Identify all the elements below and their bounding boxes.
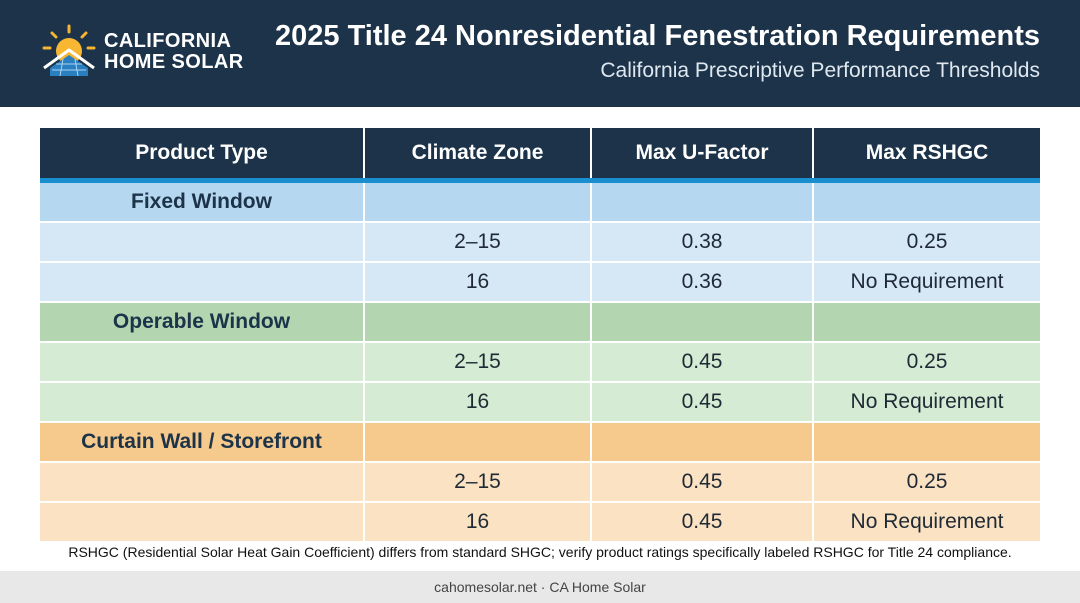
brand-line-2: HOME SOLAR <box>104 51 244 73</box>
table-row: 16 0.36 No Requirement <box>40 262 1040 303</box>
climate-zone-cell: 16 <box>364 502 592 543</box>
u-factor-cell: 0.45 <box>591 462 814 503</box>
page-subtitle: California Prescriptive Performance Thre… <box>600 59 1040 82</box>
column-header-max-rshgc: Max RSHGC <box>813 128 1040 183</box>
column-header-climate-zone: Climate Zone <box>364 128 592 183</box>
group-label: Curtain Wall / Storefront <box>40 422 365 463</box>
u-factor-cell: 0.38 <box>591 222 814 263</box>
brand-name: CALIFORNIA HOME SOLAR <box>104 31 244 73</box>
u-factor-cell: 0.45 <box>591 502 814 543</box>
column-header-max-u-factor: Max U-Factor <box>591 128 814 183</box>
table-row: 2–15 0.45 0.25 <box>40 342 1040 383</box>
climate-zone-cell: 2–15 <box>364 462 592 503</box>
table-row: 16 0.45 No Requirement <box>40 382 1040 423</box>
group-row-curtain-wall-storefront: Curtain Wall / Storefront <box>40 422 1040 463</box>
sun-house-solar-panel-icon <box>42 24 96 77</box>
climate-zone-cell: 16 <box>364 382 592 423</box>
group-label: Operable Window <box>40 302 365 343</box>
climate-zone-cell: 2–15 <box>364 342 592 383</box>
rshgc-cell: 0.25 <box>813 462 1040 503</box>
column-header-product-type: Product Type <box>40 128 365 183</box>
table-row: 16 0.45 No Requirement <box>40 502 1040 543</box>
rshgc-cell: No Requirement <box>813 262 1040 303</box>
u-factor-cell: 0.36 <box>591 262 814 303</box>
page-title: 2025 Title 24 Nonresidential Fenestratio… <box>275 20 1040 52</box>
rshgc-cell: No Requirement <box>813 502 1040 543</box>
u-factor-cell: 0.45 <box>591 382 814 423</box>
group-row-operable-window: Operable Window <box>40 302 1040 343</box>
rshgc-cell: 0.25 <box>813 342 1040 383</box>
group-row-fixed-window: Fixed Window <box>40 180 1040 223</box>
brand-logo[interactable]: CALIFORNIA HOME SOLAR <box>38 24 258 78</box>
rshgc-cell: No Requirement <box>813 382 1040 423</box>
table-header-row: Product Type Climate Zone Max U-Factor M… <box>40 128 1040 183</box>
footer: cahomesolar.net · CA Home Solar <box>0 571 1080 603</box>
climate-zone-cell: 16 <box>364 262 592 303</box>
group-label: Fixed Window <box>40 180 365 223</box>
table-row: 2–15 0.38 0.25 <box>40 222 1040 263</box>
climate-zone-cell: 2–15 <box>364 222 592 263</box>
rshgc-cell: 0.25 <box>813 222 1040 263</box>
brand-line-1: CALIFORNIA <box>104 30 232 52</box>
u-factor-cell: 0.45 <box>591 342 814 383</box>
header: CALIFORNIA HOME SOLAR 2025 Title 24 Nonr… <box>0 0 1080 107</box>
requirements-table: Product Type Climate Zone Max U-Factor M… <box>40 128 1040 543</box>
footer-link[interactable]: cahomesolar.net · CA Home Solar <box>434 579 646 595</box>
footnote: RSHGC (Residential Solar Heat Gain Coeff… <box>68 544 1012 560</box>
table-row: 2–15 0.45 0.25 <box>40 462 1040 503</box>
